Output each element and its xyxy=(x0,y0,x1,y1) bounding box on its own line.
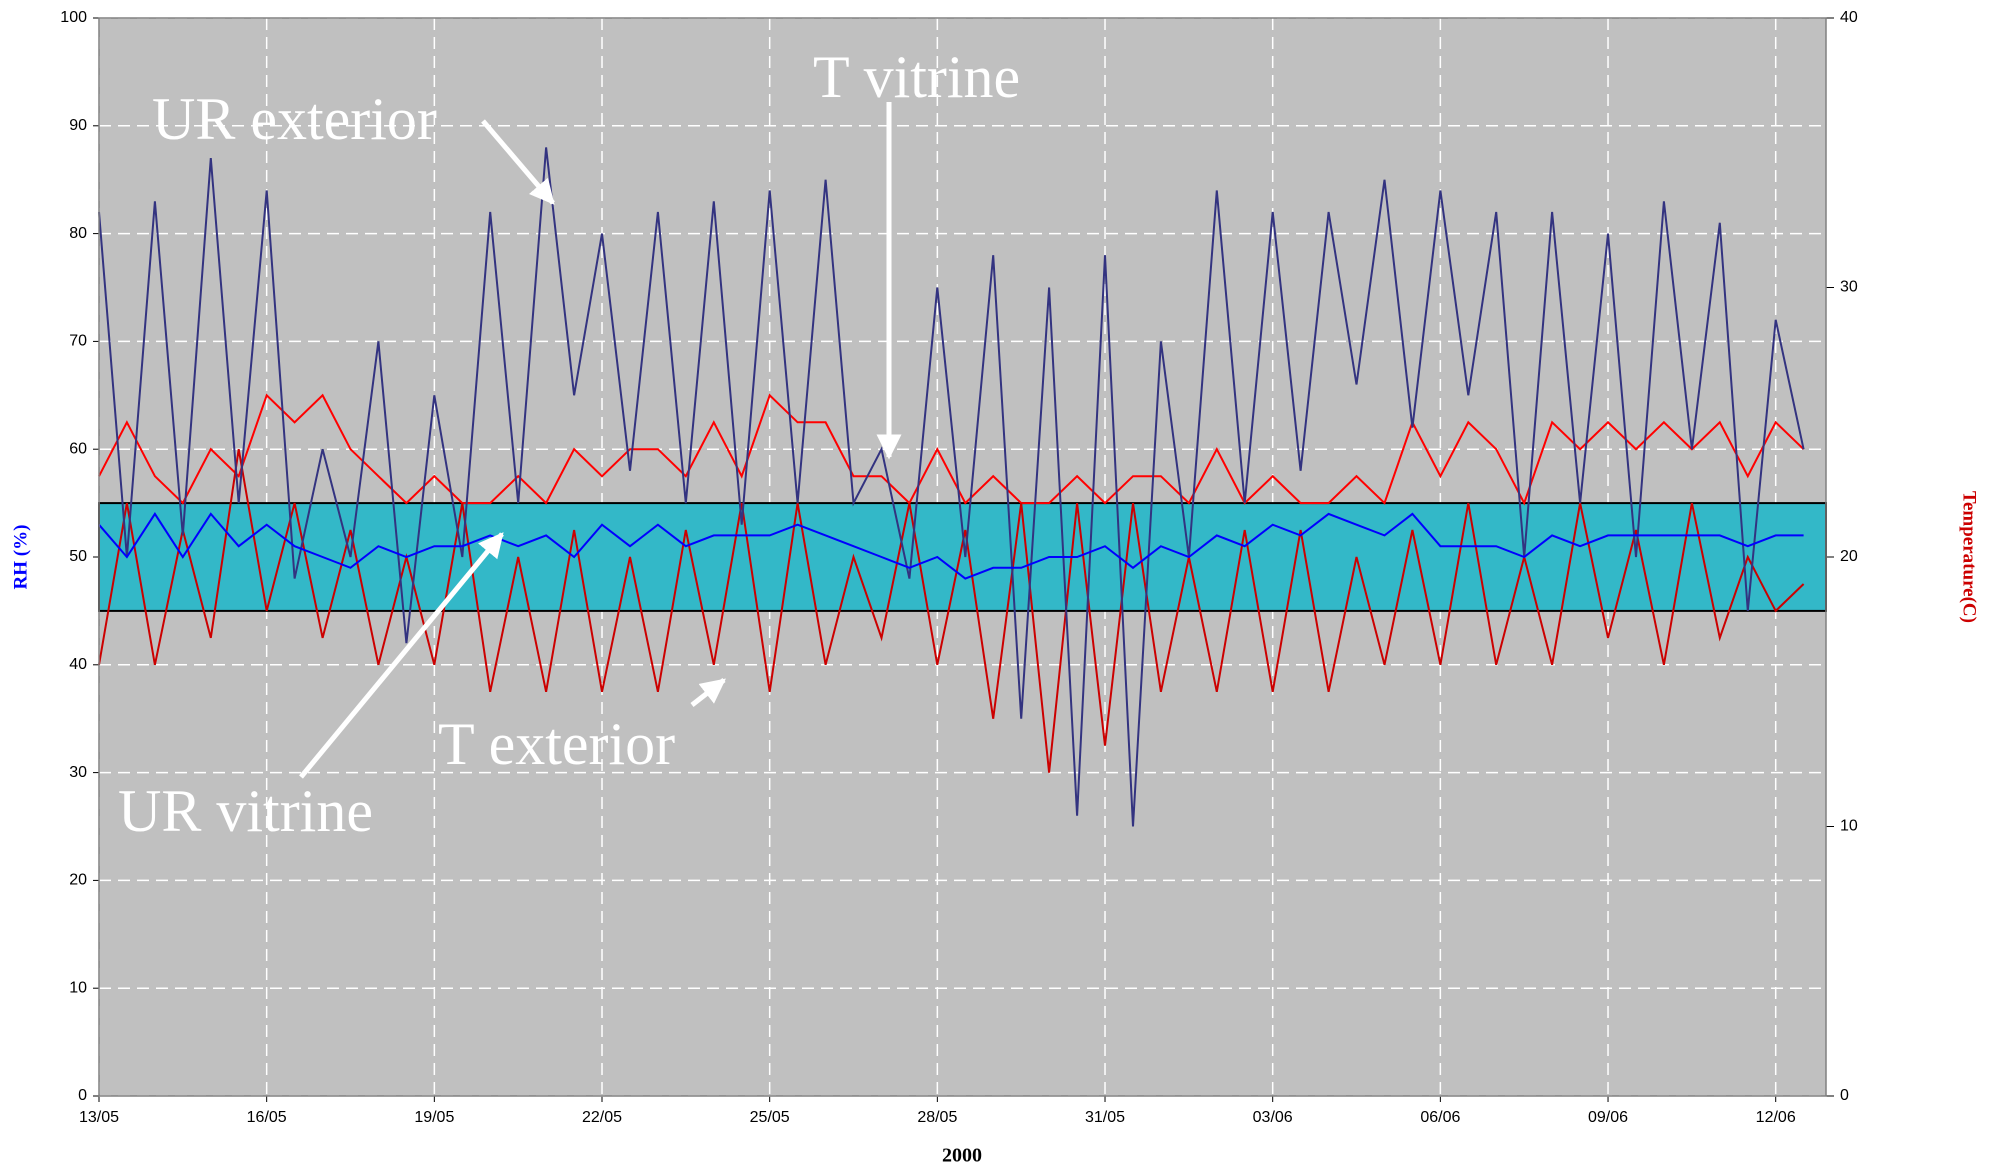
x-tick-label: 03/06 xyxy=(1253,1109,1293,1126)
x-tick-label: 31/05 xyxy=(1085,1109,1125,1126)
x-tick-label: 25/05 xyxy=(750,1109,790,1126)
y2-tick-label: 30 xyxy=(1840,279,1858,296)
x-axis-label: 2000 xyxy=(942,1145,982,1167)
y-tick-label: 50 xyxy=(69,548,87,565)
y-tick-label: 100 xyxy=(60,9,87,26)
y2-tick-label: 0 xyxy=(1840,1087,1849,1104)
y-tick-label: 90 xyxy=(69,117,87,134)
annotation: UR vitrine xyxy=(118,778,373,844)
y-tick-label: 20 xyxy=(69,872,87,889)
y-tick-label: 80 xyxy=(69,225,87,242)
arrow xyxy=(481,119,555,205)
annotation: T exterior xyxy=(438,711,675,777)
y-tick-label: 30 xyxy=(69,764,87,781)
x-tick-label: 16/05 xyxy=(247,1109,287,1126)
y2-tick-label: 40 xyxy=(1840,9,1858,26)
y-tick-label: 60 xyxy=(69,440,87,457)
x-tick-label: 19/05 xyxy=(414,1109,454,1126)
y-tick-label: 40 xyxy=(69,656,87,673)
target-band xyxy=(98,502,1827,612)
y2-axis-label: Temperature(C) xyxy=(1959,491,1980,623)
series-line xyxy=(98,449,1805,773)
arrow xyxy=(299,532,504,779)
x-tick-label: 06/06 xyxy=(1420,1109,1460,1126)
plot-border xyxy=(98,17,1827,1097)
y2-tick-label: 20 xyxy=(1840,548,1858,565)
series-line xyxy=(98,512,1804,580)
x-tick-label: 22/05 xyxy=(582,1109,622,1126)
annotation: T vitrine xyxy=(813,44,1020,110)
x-tick-label: 13/05 xyxy=(79,1109,119,1126)
arrow xyxy=(690,678,726,707)
x-tick-label: 09/06 xyxy=(1588,1109,1628,1126)
y-tick-label: 70 xyxy=(69,333,87,350)
annotation-arrows xyxy=(299,102,902,779)
y-axis-label: RH (%) xyxy=(10,525,31,590)
series-line xyxy=(98,147,1805,827)
x-tick-label: 28/05 xyxy=(917,1109,957,1126)
annotation: UR exterior xyxy=(152,86,437,152)
x-tick-label: 12/06 xyxy=(1756,1109,1796,1126)
y-tick-label: 0 xyxy=(78,1087,87,1104)
y2-tick-label: 10 xyxy=(1840,818,1858,835)
y-tick-label: 10 xyxy=(69,979,87,996)
